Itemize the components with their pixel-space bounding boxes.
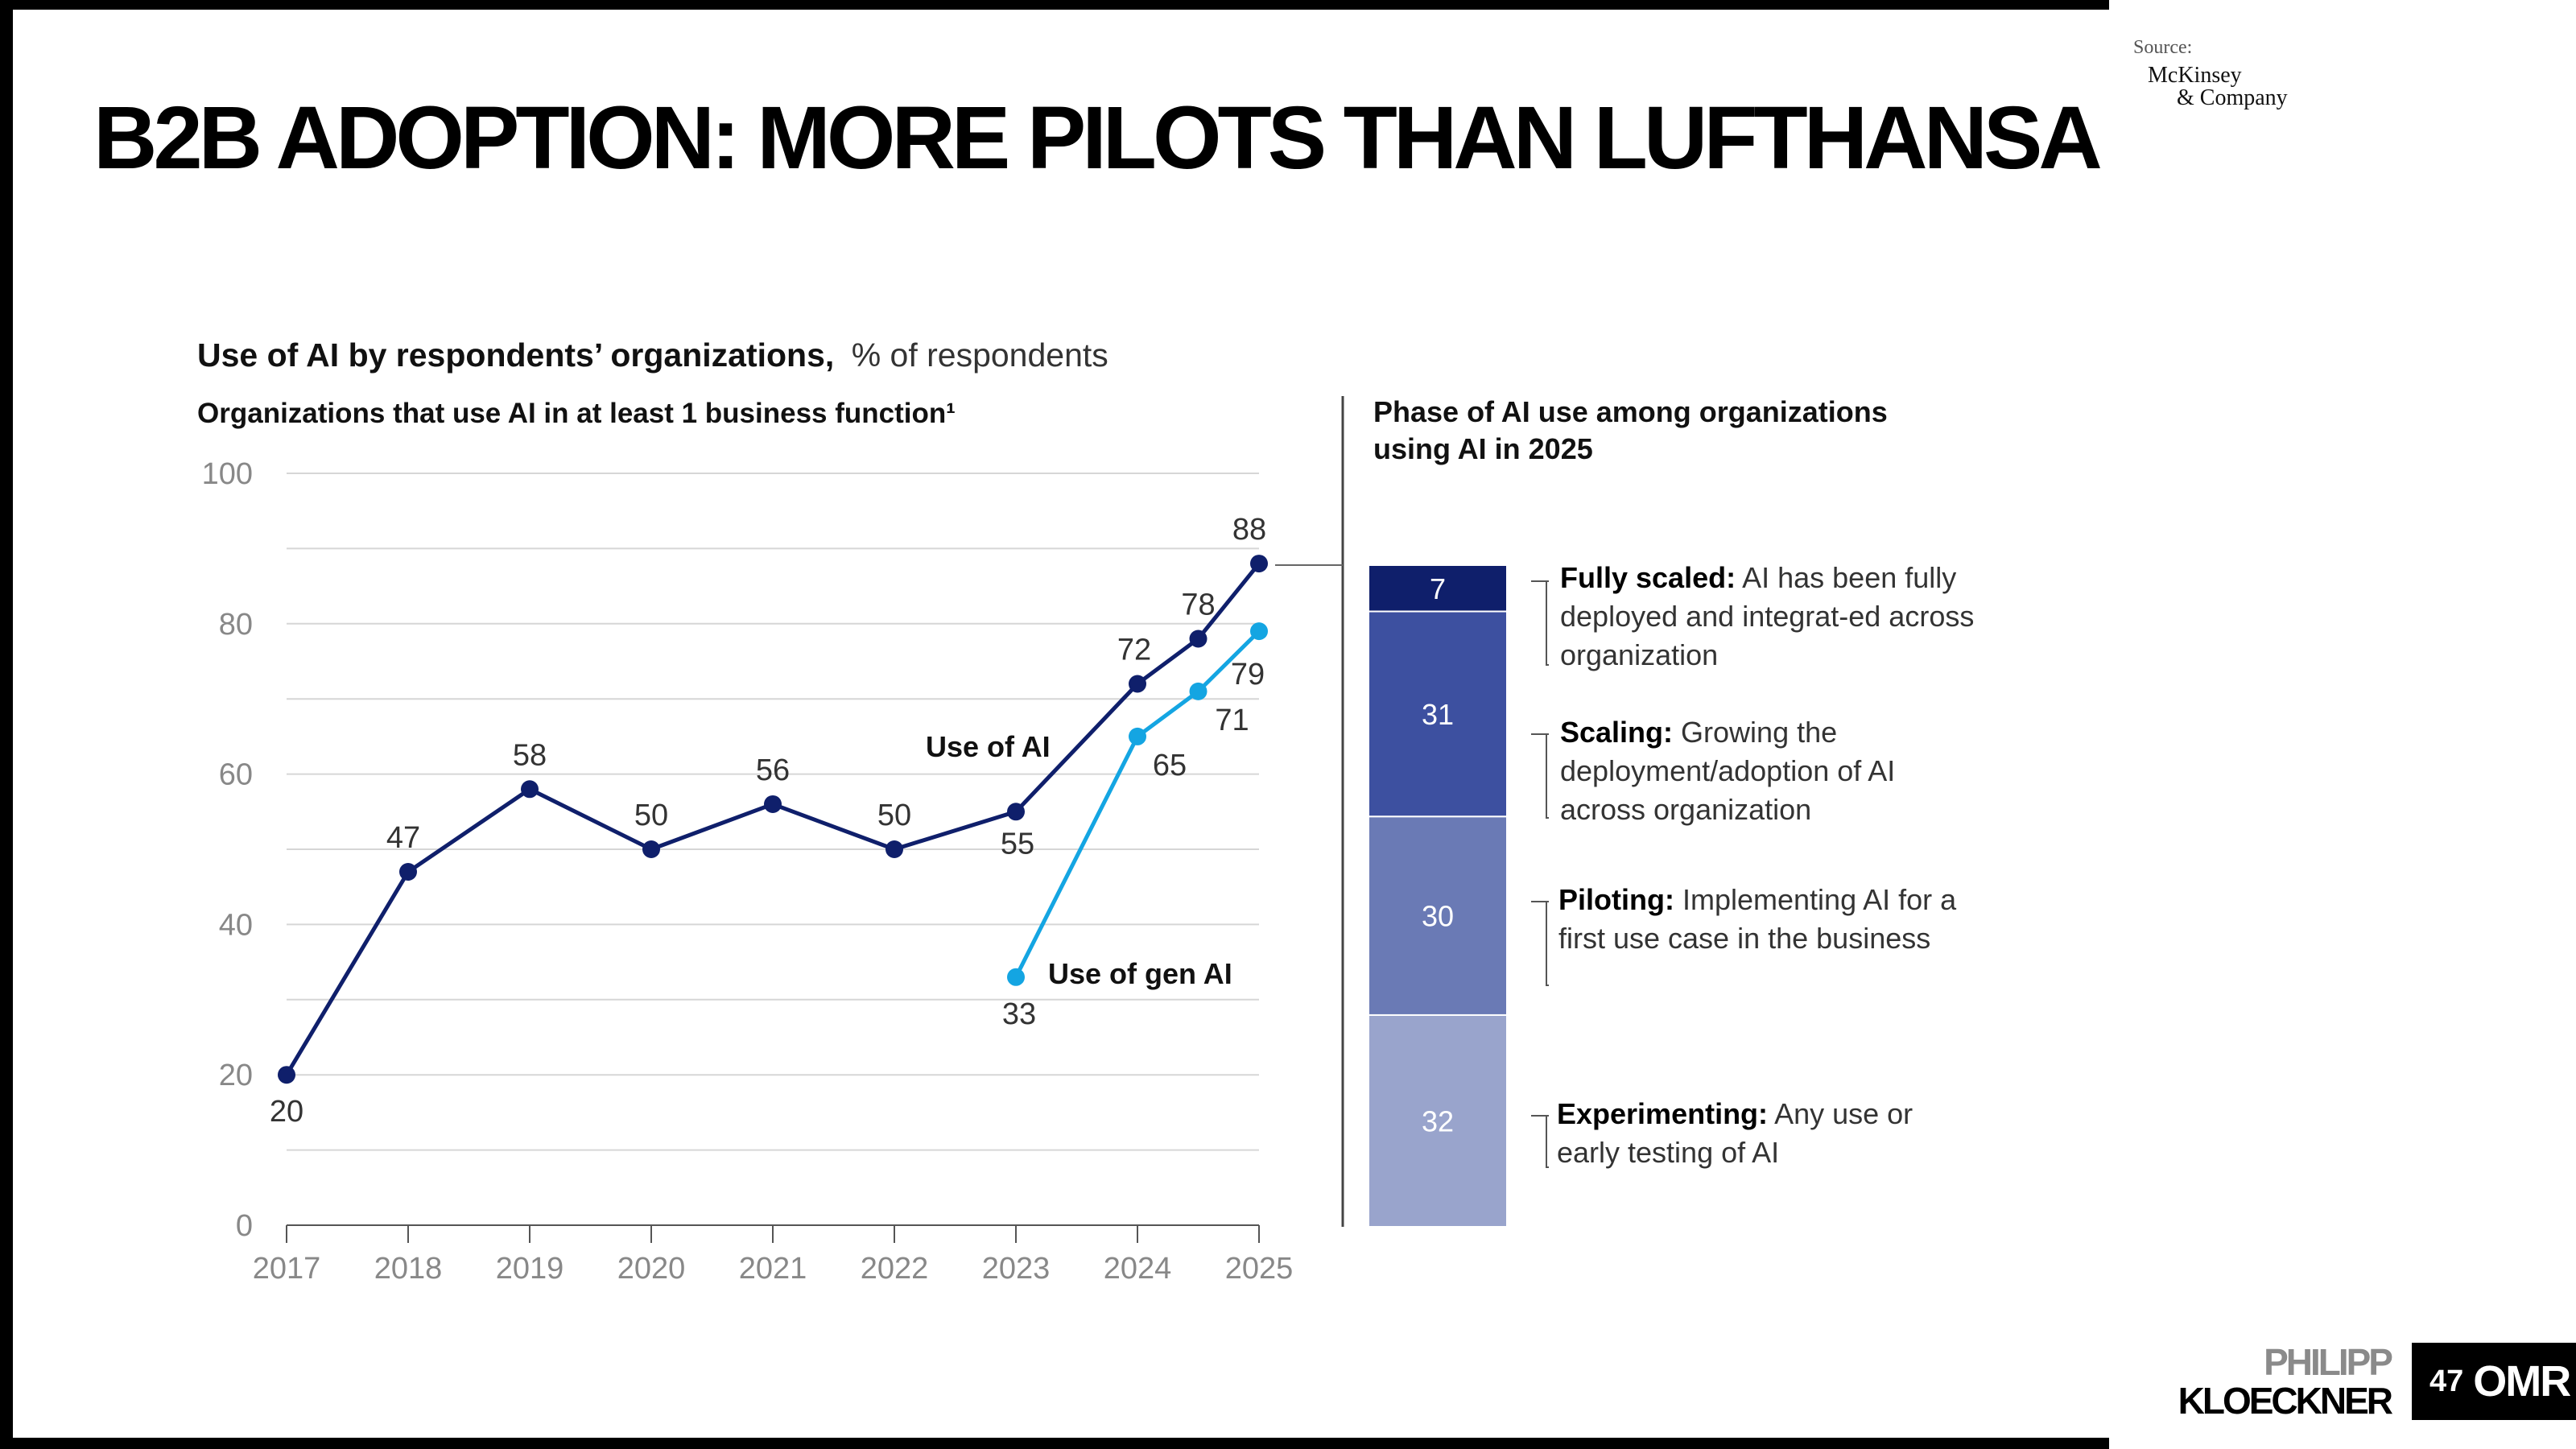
slide-frame-top: [0, 0, 2109, 10]
x-tick-label: 2024: [1104, 1252, 1172, 1286]
data-point: [642, 840, 660, 858]
phase-scaling-name: Scaling:: [1560, 716, 1674, 749]
x-tick-label: 2019: [496, 1252, 564, 1286]
y-tick-label: 100: [202, 457, 253, 491]
mckinsey-logo-line2: & Company: [2177, 85, 2288, 110]
data-label: 78: [1181, 588, 1215, 621]
x-tick-label: 2025: [1225, 1252, 1294, 1286]
stack-title-line2: using AI in 2025: [1373, 432, 1593, 465]
data-label: 71: [1215, 704, 1249, 737]
data-point: [1007, 803, 1025, 821]
bracket-experimenting: [1531, 1115, 1549, 1168]
data-point: [886, 840, 903, 858]
chart-subtitle: Organizations that use AI in at least 1 …: [197, 398, 956, 429]
data-point: [521, 780, 539, 799]
y-tick-label: 80: [219, 608, 253, 642]
bracket-piloting: [1531, 901, 1549, 986]
x-tick-label: 2018: [374, 1252, 443, 1286]
mckinsey-logo: McKinsey & Company: [2148, 64, 2288, 109]
x-tick-label: 2017: [253, 1252, 321, 1286]
bracket-fully-scaled: [1531, 580, 1549, 666]
data-point: [278, 1066, 295, 1084]
data-label: 47: [386, 821, 420, 855]
data-point: [764, 795, 782, 813]
phase-fully-scaled: Fully scaled: AI has been fully deployed…: [1560, 559, 1979, 675]
chart-title: Use of AI by respondents’ organizations,…: [197, 336, 1108, 374]
data-label: 58: [513, 738, 547, 772]
data-label: 72: [1117, 634, 1151, 667]
author-first-name: PHILIPP: [2264, 1341, 2393, 1383]
stack-segment: [1368, 564, 1508, 613]
bracket-scaling: [1531, 733, 1549, 819]
page-badge: 47 OMR: [2412, 1343, 2576, 1420]
stacked-bar: 7 31 30 32: [1368, 564, 1508, 1228]
grid-layer: [287, 473, 1259, 1151]
phase-piloting-desc: Implementing AI for a first use case in …: [1558, 883, 1957, 955]
phase-scaling-desc: Growing the deployment/adoption of AI ac…: [1560, 716, 1896, 826]
axis-layer: 2017 2018 2019 2020 2021 2022 2023 2024 2025 0 20 4…: [202, 457, 1294, 1286]
data-label: 33: [1002, 997, 1036, 1031]
author-brand: PHILIPP KLOECKNER: [2174, 1341, 2393, 1422]
series-layer: 20 47 58 50 56 50 55 72 78 88 33 65 71 79: [270, 513, 1268, 1129]
data-label: 50: [877, 799, 911, 832]
data-point: [1250, 622, 1268, 641]
phase-experimenting-name: Experimenting:: [1557, 1097, 1769, 1130]
x-tick-label: 2020: [617, 1252, 686, 1286]
chart-title-main: Use of AI by respondents’ organizations,: [197, 336, 834, 374]
data-label: 79: [1231, 658, 1265, 691]
phase-scaling: Scaling: Growing the deployment/adoption…: [1560, 713, 1979, 829]
data-point: [1250, 555, 1268, 573]
phase-experimenting-desc: Any use or early testing of AI: [1557, 1097, 1913, 1169]
stack-title-line1: Phase of AI use among organizations: [1373, 395, 1888, 428]
data-point: [1129, 675, 1146, 693]
data-point: [1189, 682, 1208, 700]
phase-fully-scaled-name: Fully scaled:: [1560, 561, 1736, 594]
phase-fully-scaled-desc: AI has been fully deployed and integrat-…: [1560, 561, 1975, 671]
x-tick-label: 2022: [861, 1252, 929, 1286]
series-line: [284, 562, 1261, 1076]
y-tick-label: 20: [219, 1059, 253, 1092]
author-last-name: KLOECKNER: [2178, 1380, 2393, 1422]
source-label: Source:: [2133, 37, 2193, 58]
series-label-use-of-gen-ai: Use of gen AI: [1048, 957, 1232, 990]
data-point: [1129, 727, 1146, 745]
stack-segment: [1368, 815, 1508, 1016]
data-label: 55: [1001, 827, 1034, 861]
y-tick-label: 0: [236, 1209, 253, 1243]
data-point: [1007, 968, 1025, 986]
stack-segment: [1368, 1013, 1508, 1228]
data-label: 65: [1153, 749, 1187, 782]
stack-segment-label: 7: [1430, 572, 1446, 605]
stack-segment-label: 32: [1422, 1104, 1454, 1137]
data-label: 50: [634, 799, 668, 832]
phase-piloting: Piloting: Implementing AI for a first us…: [1558, 881, 1977, 958]
series-line: [1013, 630, 1261, 978]
data-label: 88: [1232, 513, 1266, 547]
omr-logo: OMR: [2473, 1357, 2571, 1406]
slide-title: B2B ADOPTION: MORE PILOTS THAN LUFTHANSA: [93, 89, 2103, 188]
slide-frame-bottom: [0, 1438, 2109, 1449]
data-label: 20: [270, 1095, 303, 1129]
slide-frame-left: [0, 0, 13, 1449]
phase-piloting-name: Piloting:: [1558, 883, 1674, 916]
series-label-use-of-ai: Use of AI: [926, 730, 1051, 763]
stack-segment: [1368, 610, 1508, 818]
chart-title-unit: % of respondents: [852, 336, 1108, 374]
y-tick-label: 40: [219, 908, 253, 942]
phase-experimenting: Experimenting: Any use or early testing …: [1557, 1095, 1935, 1172]
data-label: 56: [756, 753, 790, 787]
data-point: [399, 863, 417, 881]
data-point: [1189, 630, 1208, 648]
x-tick-label: 2021: [739, 1252, 807, 1286]
page-number: 47: [2429, 1364, 2464, 1398]
stack-segment-label: 30: [1422, 900, 1454, 933]
mckinsey-logo-line1: McKinsey: [2148, 63, 2242, 88]
x-tick-label: 2023: [982, 1252, 1051, 1286]
stack-segment-label: 31: [1422, 698, 1454, 731]
y-tick-label: 60: [219, 758, 253, 792]
